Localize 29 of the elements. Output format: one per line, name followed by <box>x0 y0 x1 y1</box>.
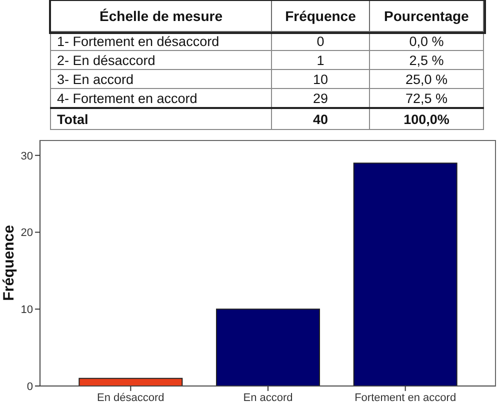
y-tick-label: 0 <box>26 380 33 393</box>
category-label: 4- Fortement en accord <box>50 88 272 108</box>
y-axis-title: Fréquence <box>0 225 18 301</box>
bar <box>216 308 320 386</box>
text: Échelle de mesure <box>50 0 272 32</box>
data-label: 0,0 % <box>369 32 484 50</box>
category-label: 3- En accord <box>50 70 272 88</box>
y-tick-label: 30 <box>20 150 33 162</box>
data-label: 29 <box>272 88 370 108</box>
bar <box>78 378 183 386</box>
category-label: 1- Fortement en désaccord <box>50 32 272 50</box>
x-tick-label: En accord <box>243 392 293 404</box>
y-tick-label: 20 <box>20 227 33 240</box>
data-label: 25,0 % <box>369 70 484 88</box>
data-label: 40 <box>272 108 370 130</box>
x-tick-label: Fortement en accord <box>354 392 456 404</box>
bar <box>353 162 458 386</box>
text: Fréquence <box>272 0 370 32</box>
data-label: 100,0% <box>369 108 484 130</box>
x-tick-label: En désaccord <box>97 392 164 404</box>
y-tick-label: 10 <box>20 304 33 316</box>
text: Pourcentage <box>369 0 484 32</box>
data-label: 72,5 % <box>369 88 484 108</box>
data-label: 10 <box>272 70 370 88</box>
data-label: 0 <box>272 32 370 50</box>
data-label: 1 <box>272 50 370 70</box>
data-label: 2,5 % <box>369 50 484 70</box>
category-label: Total <box>50 108 272 130</box>
category-label: 2- En désaccord <box>50 50 272 70</box>
